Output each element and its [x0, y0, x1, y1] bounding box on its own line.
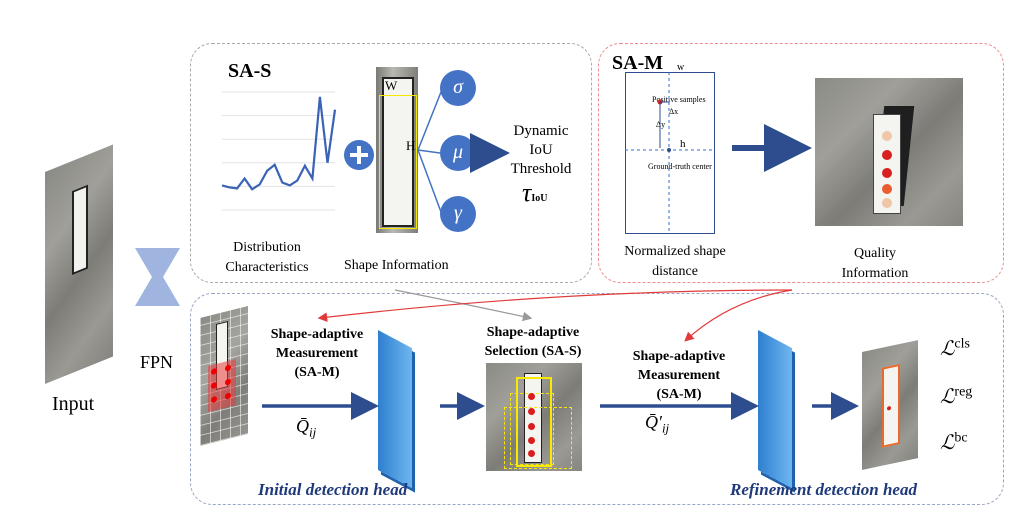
measurement-1-line3: (SA-M)	[294, 365, 340, 380]
red-curve-right	[684, 289, 793, 342]
tau-sub: IoU	[531, 193, 548, 204]
w-label: W	[385, 78, 398, 93]
sa-m-title: SA-M	[612, 52, 664, 74]
quality-image	[815, 78, 963, 226]
dx-label: Δx	[669, 107, 679, 116]
detection-heads-region	[190, 293, 1004, 505]
gray-curve	[394, 289, 533, 322]
normalized-caption-line2: distance	[652, 264, 698, 279]
loss-reg-sup: reg	[954, 384, 973, 400]
measurement-2-line2: Measurement	[637, 368, 721, 383]
gamma-node: γ	[440, 196, 476, 232]
measurement-2-label: Shape-adaptive Measurement (SA-M)	[620, 347, 738, 404]
distribution-caption-line1: Distribution	[233, 240, 301, 255]
plus-icon	[344, 140, 374, 170]
loss-bc: ℒbc	[940, 430, 968, 455]
loss-reg: ℒreg	[940, 384, 972, 409]
center-dot	[667, 148, 671, 152]
q2-sub: ij	[661, 420, 670, 436]
initial-head-label: Initial detection head	[258, 480, 408, 499]
normalized-box	[625, 72, 715, 234]
output-line3: Threshold	[510, 161, 572, 177]
w-small-label: w	[677, 62, 685, 73]
h-small-label: h	[680, 138, 686, 150]
fan-gamma	[417, 149, 442, 213]
loss-bc-sup: bc	[954, 430, 968, 446]
loss-reg-main: ℒ	[940, 386, 955, 408]
quality-caption: Quality Information	[820, 244, 930, 284]
distribution-line	[221, 96, 337, 191]
selection-line1: Shape-adaptive	[486, 325, 580, 340]
red-curve-left	[317, 289, 793, 322]
refine-head-label: Refinement detection head	[730, 480, 917, 499]
output-line2: IoU	[529, 142, 553, 158]
sa-m-region	[598, 43, 1004, 283]
measurement-2-line1: Shape-adaptive	[632, 349, 726, 364]
selection-label: Shape-adaptive Selection (SA-S)	[475, 323, 591, 361]
normalized-caption: Normalized shape distance	[620, 242, 730, 282]
fpn-label: FPN	[140, 352, 174, 372]
input-label: Input	[52, 393, 95, 415]
selection-line2: Selection (SA-S)	[484, 344, 582, 359]
tau-symbol: τIoU	[522, 178, 547, 208]
q2-main: Q̄′	[645, 412, 662, 432]
sigma-node: σ	[440, 70, 476, 106]
measurement-2-line3: (SA-M)	[656, 387, 702, 402]
q1-main: Q̄	[296, 416, 309, 436]
h-label: H	[406, 138, 416, 153]
quality-caption-line1: Quality	[854, 246, 896, 261]
loss-cls: ℒcls	[940, 336, 970, 361]
fan-sigma	[417, 91, 442, 151]
loss-bc-main: ℒ	[940, 432, 955, 454]
quality-caption-line2: Information	[841, 266, 909, 281]
loss-cls-main: ℒ	[940, 338, 955, 360]
sa-s-region	[190, 43, 592, 283]
sa-s-title: SA-S	[228, 60, 272, 82]
tau-main: τ	[522, 178, 532, 207]
loss-cls-sup: cls	[954, 336, 970, 352]
measurement-1-line2: Measurement	[275, 346, 359, 361]
measurement-1-line1: Shape-adaptive	[270, 327, 364, 342]
selection-image	[486, 363, 582, 471]
shape-info-image	[376, 67, 418, 233]
output-line1: Dynamic	[513, 123, 569, 139]
distribution-caption-line2: Characteristics	[225, 260, 309, 275]
fan-mu	[417, 149, 441, 154]
dynamic-iou-threshold-label: Dynamic IoU Threshold	[506, 122, 576, 179]
normalized-caption-line1: Normalized shape	[624, 244, 726, 259]
ground-truth-center-label: Ground-truth center	[648, 162, 712, 171]
q-ij-label: Q̄ij	[296, 416, 316, 441]
distribution-caption: Distribution Characteristics	[212, 238, 322, 278]
dy-label: Δy	[656, 120, 666, 129]
q-prime-ij-label: Q̄′ij	[645, 412, 669, 437]
positive-samples-label: Positive samples	[652, 95, 706, 104]
q1-sub: ij	[309, 424, 317, 440]
measurement-1-label: Shape-adaptive Measurement (SA-M)	[258, 325, 376, 382]
shape-info-caption: Shape Information	[344, 258, 449, 273]
